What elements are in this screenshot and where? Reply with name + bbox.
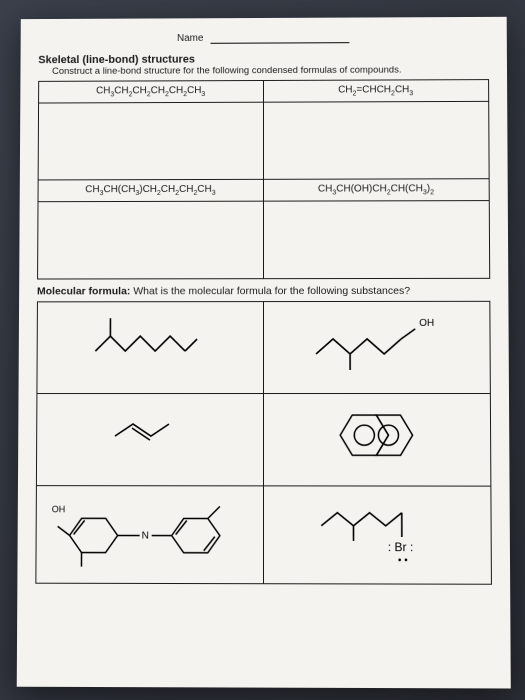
formula-cell: CH3CH(CH3)CH2CH2CH2CH3: [38, 179, 263, 201]
section2-title-rest: What is the molecular formula for the fo…: [130, 285, 410, 297]
naphthalene-svg: [306, 398, 447, 473]
draw-area: [263, 101, 489, 179]
br-dots: • •: [398, 555, 408, 566]
mol-cell: [36, 394, 263, 486]
svg-text:OH: OH: [51, 504, 65, 514]
name-label: Name: [177, 33, 203, 44]
draw-area: [263, 201, 490, 279]
structure-svg: [94, 398, 204, 458]
mol-cell: OH N: [35, 486, 262, 584]
menthol-amine-svg: OH N: [49, 490, 250, 579]
section2-title: Molecular formula: What is the molecular…: [36, 285, 489, 298]
formula-text: CH3CH(OH)CH2CH(CH3)2: [317, 183, 433, 194]
mol-cell: [36, 302, 262, 394]
formula-text: CH3CH2CH2CH2CH2CH3: [96, 85, 205, 96]
formula-cell: CH3CH2CH2CH2CH2CH3: [38, 80, 262, 103]
molecular-formula-table: OH: [35, 301, 492, 585]
section2-title-bold: Molecular formula:: [36, 285, 129, 297]
name-blank-line: [210, 31, 349, 43]
name-row: Name: [38, 31, 488, 45]
formula-cell: CH2=CHCH2CH3: [263, 80, 489, 103]
structure-svg: OH: [301, 306, 452, 376]
bromide-svg: : Br : • •: [301, 490, 452, 579]
svg-text:N: N: [141, 530, 148, 541]
oh-label: OH: [419, 318, 434, 329]
draw-area: [38, 102, 263, 180]
mol-cell: : Br : • •: [263, 486, 491, 584]
structures-table-1: CH3CH2CH2CH2CH2CH3 CH2=CHCH2CH3 CH3CH(CH…: [37, 79, 490, 279]
mol-cell: OH: [263, 301, 490, 393]
structure-svg: [85, 306, 215, 376]
mol-cell: [263, 394, 491, 487]
draw-area: [37, 201, 262, 279]
section1-subtitle: Construct a line-bond structure for the …: [52, 64, 489, 77]
formula-cell: CH3CH(OH)CH2CH(CH3)2: [263, 179, 489, 201]
formula-text: CH2=CHCH2CH3: [338, 84, 413, 95]
br-label: : Br :: [388, 540, 414, 554]
formula-text: CH3CH(CH3)CH2CH2CH2CH3: [85, 184, 215, 195]
worksheet-page: Name Skeletal (line-bond) structures Con…: [16, 17, 510, 689]
